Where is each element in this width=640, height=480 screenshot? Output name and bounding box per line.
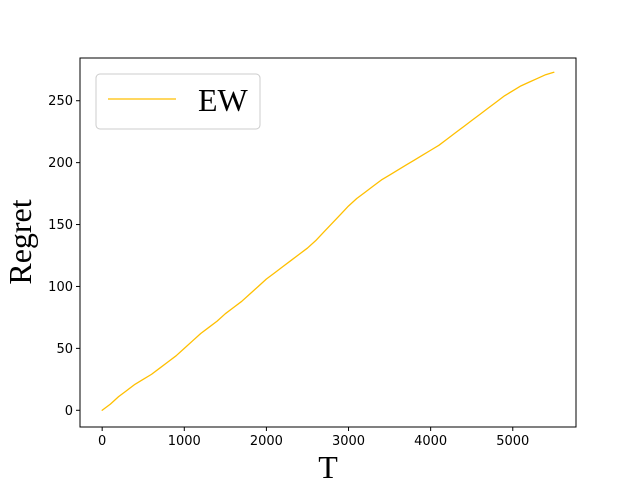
- y-tick-label: 50: [56, 342, 73, 357]
- x-tick-label: 2000: [250, 434, 283, 449]
- y-tick-label: 100: [48, 280, 73, 295]
- x-axis: 0 1000 2000 3000 4000 5000: [98, 427, 529, 449]
- legend-label-ew: EW: [198, 82, 249, 118]
- x-tick-label: 0: [98, 434, 106, 449]
- x-tick-label: 5000: [496, 434, 529, 449]
- legend-box: [95, 73, 261, 130]
- y-tick-label: 0: [65, 404, 73, 419]
- x-axis-title: T: [318, 449, 338, 480]
- x-tick-label: 4000: [414, 434, 447, 449]
- x-tick-label: 1000: [168, 434, 201, 449]
- y-axis: 0 50 100 150 200 250: [48, 94, 80, 419]
- y-tick-label: 250: [48, 94, 73, 109]
- plot-frame: [79, 57, 577, 428]
- y-tick-label: 150: [48, 218, 73, 233]
- x-tick-label: 3000: [332, 434, 365, 449]
- y-tick-label: 200: [48, 156, 73, 171]
- legend: EW: [95, 73, 261, 130]
- series-line-ew: [101, 71, 555, 411]
- series-layer: [101, 71, 555, 411]
- y-axis-title: Regret: [2, 199, 38, 284]
